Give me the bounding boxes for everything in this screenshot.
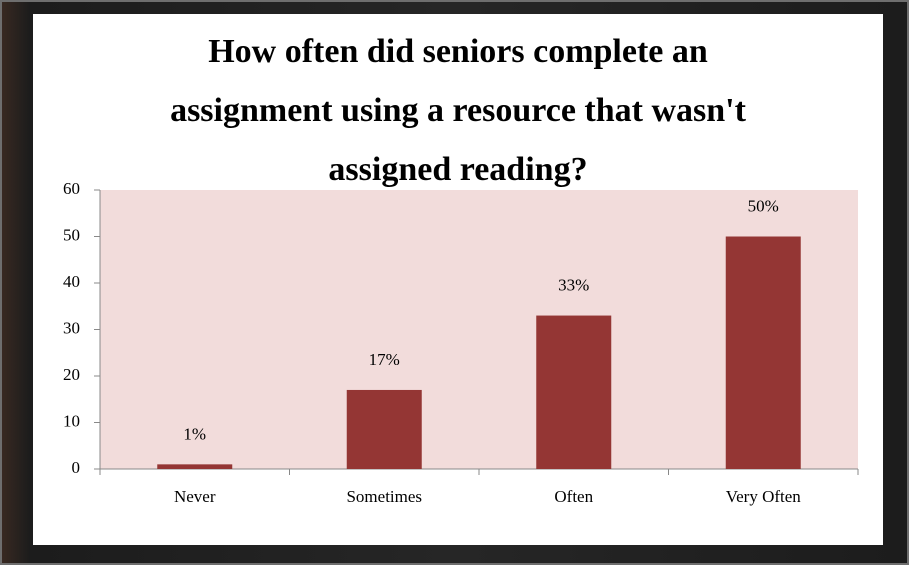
x-tick-label: Often: [554, 487, 593, 506]
y-tick-label: 10: [63, 411, 80, 430]
y-tick-label: 40: [63, 272, 80, 291]
value-label: 1%: [183, 424, 206, 443]
bar: [346, 389, 422, 469]
bar: [536, 315, 612, 469]
bar: [725, 236, 801, 469]
x-tick-label: Sometimes: [346, 487, 422, 506]
value-label: 50%: [748, 196, 779, 215]
y-tick-label: 60: [63, 179, 80, 198]
x-tick-label: Never: [174, 487, 216, 506]
y-tick-label: 30: [63, 318, 80, 337]
y-tick-label: 20: [63, 365, 80, 384]
chart-title: How often did seniors complete an assign…: [170, 33, 746, 188]
x-tick-label: Very Often: [726, 487, 802, 506]
value-label: 33%: [558, 275, 589, 294]
y-tick-label: 0: [72, 458, 81, 477]
y-tick-label: 50: [63, 225, 80, 244]
value-label: 17%: [369, 350, 400, 369]
bar: [157, 464, 233, 469]
